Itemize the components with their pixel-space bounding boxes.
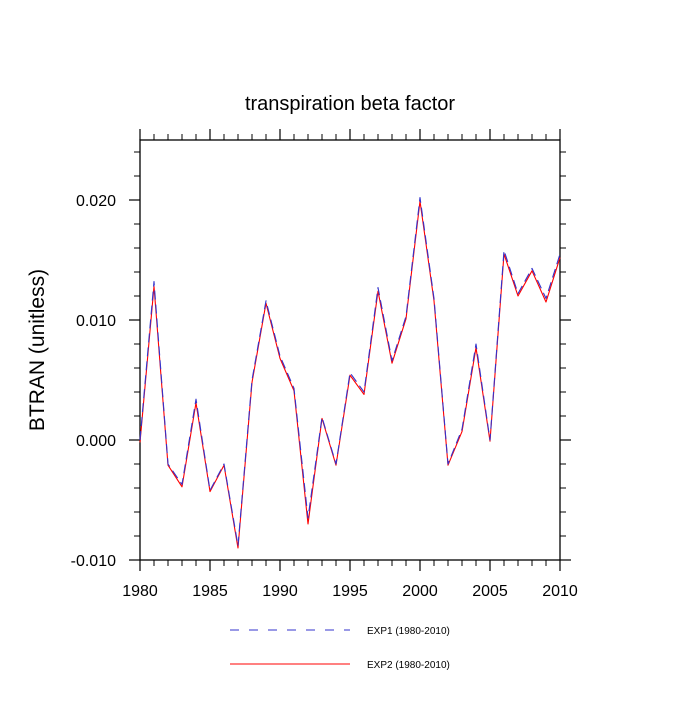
legend: EXP1 (1980-2010) EXP2 (1980-2010) — [230, 626, 450, 671]
series-lines — [139, 197, 561, 549]
x-tick-label: 1990 — [262, 583, 298, 600]
series-line-2 — [139, 200, 561, 549]
y-axis-label: BTRAN (unitless) — [26, 269, 49, 431]
axes: 1980 1985 1990 1995 2000 2005 2010 -0.010 0.000 0… — [71, 129, 578, 600]
legend-label-exp1: EXP1 (1980-2010) — [367, 626, 450, 637]
x-tick-label: 2005 — [472, 583, 508, 600]
x-tick-label: 1985 — [192, 583, 228, 600]
chart-title: transpiration beta factor — [245, 93, 455, 115]
y-tick-label: 0.000 — [76, 433, 116, 450]
x-tick-label: 2010 — [542, 583, 578, 600]
y-tick-label: 0.020 — [76, 193, 116, 210]
series-line-1 — [139, 197, 561, 547]
y-tick-label: -0.010 — [71, 553, 116, 570]
legend-label-exp2: EXP2 (1980-2010) — [367, 660, 450, 671]
y-tick-label: 0.010 — [76, 313, 116, 330]
x-tick-label: 2000 — [402, 583, 438, 600]
x-tick-label: 1980 — [122, 583, 158, 600]
x-tick-label: 1995 — [332, 583, 368, 600]
